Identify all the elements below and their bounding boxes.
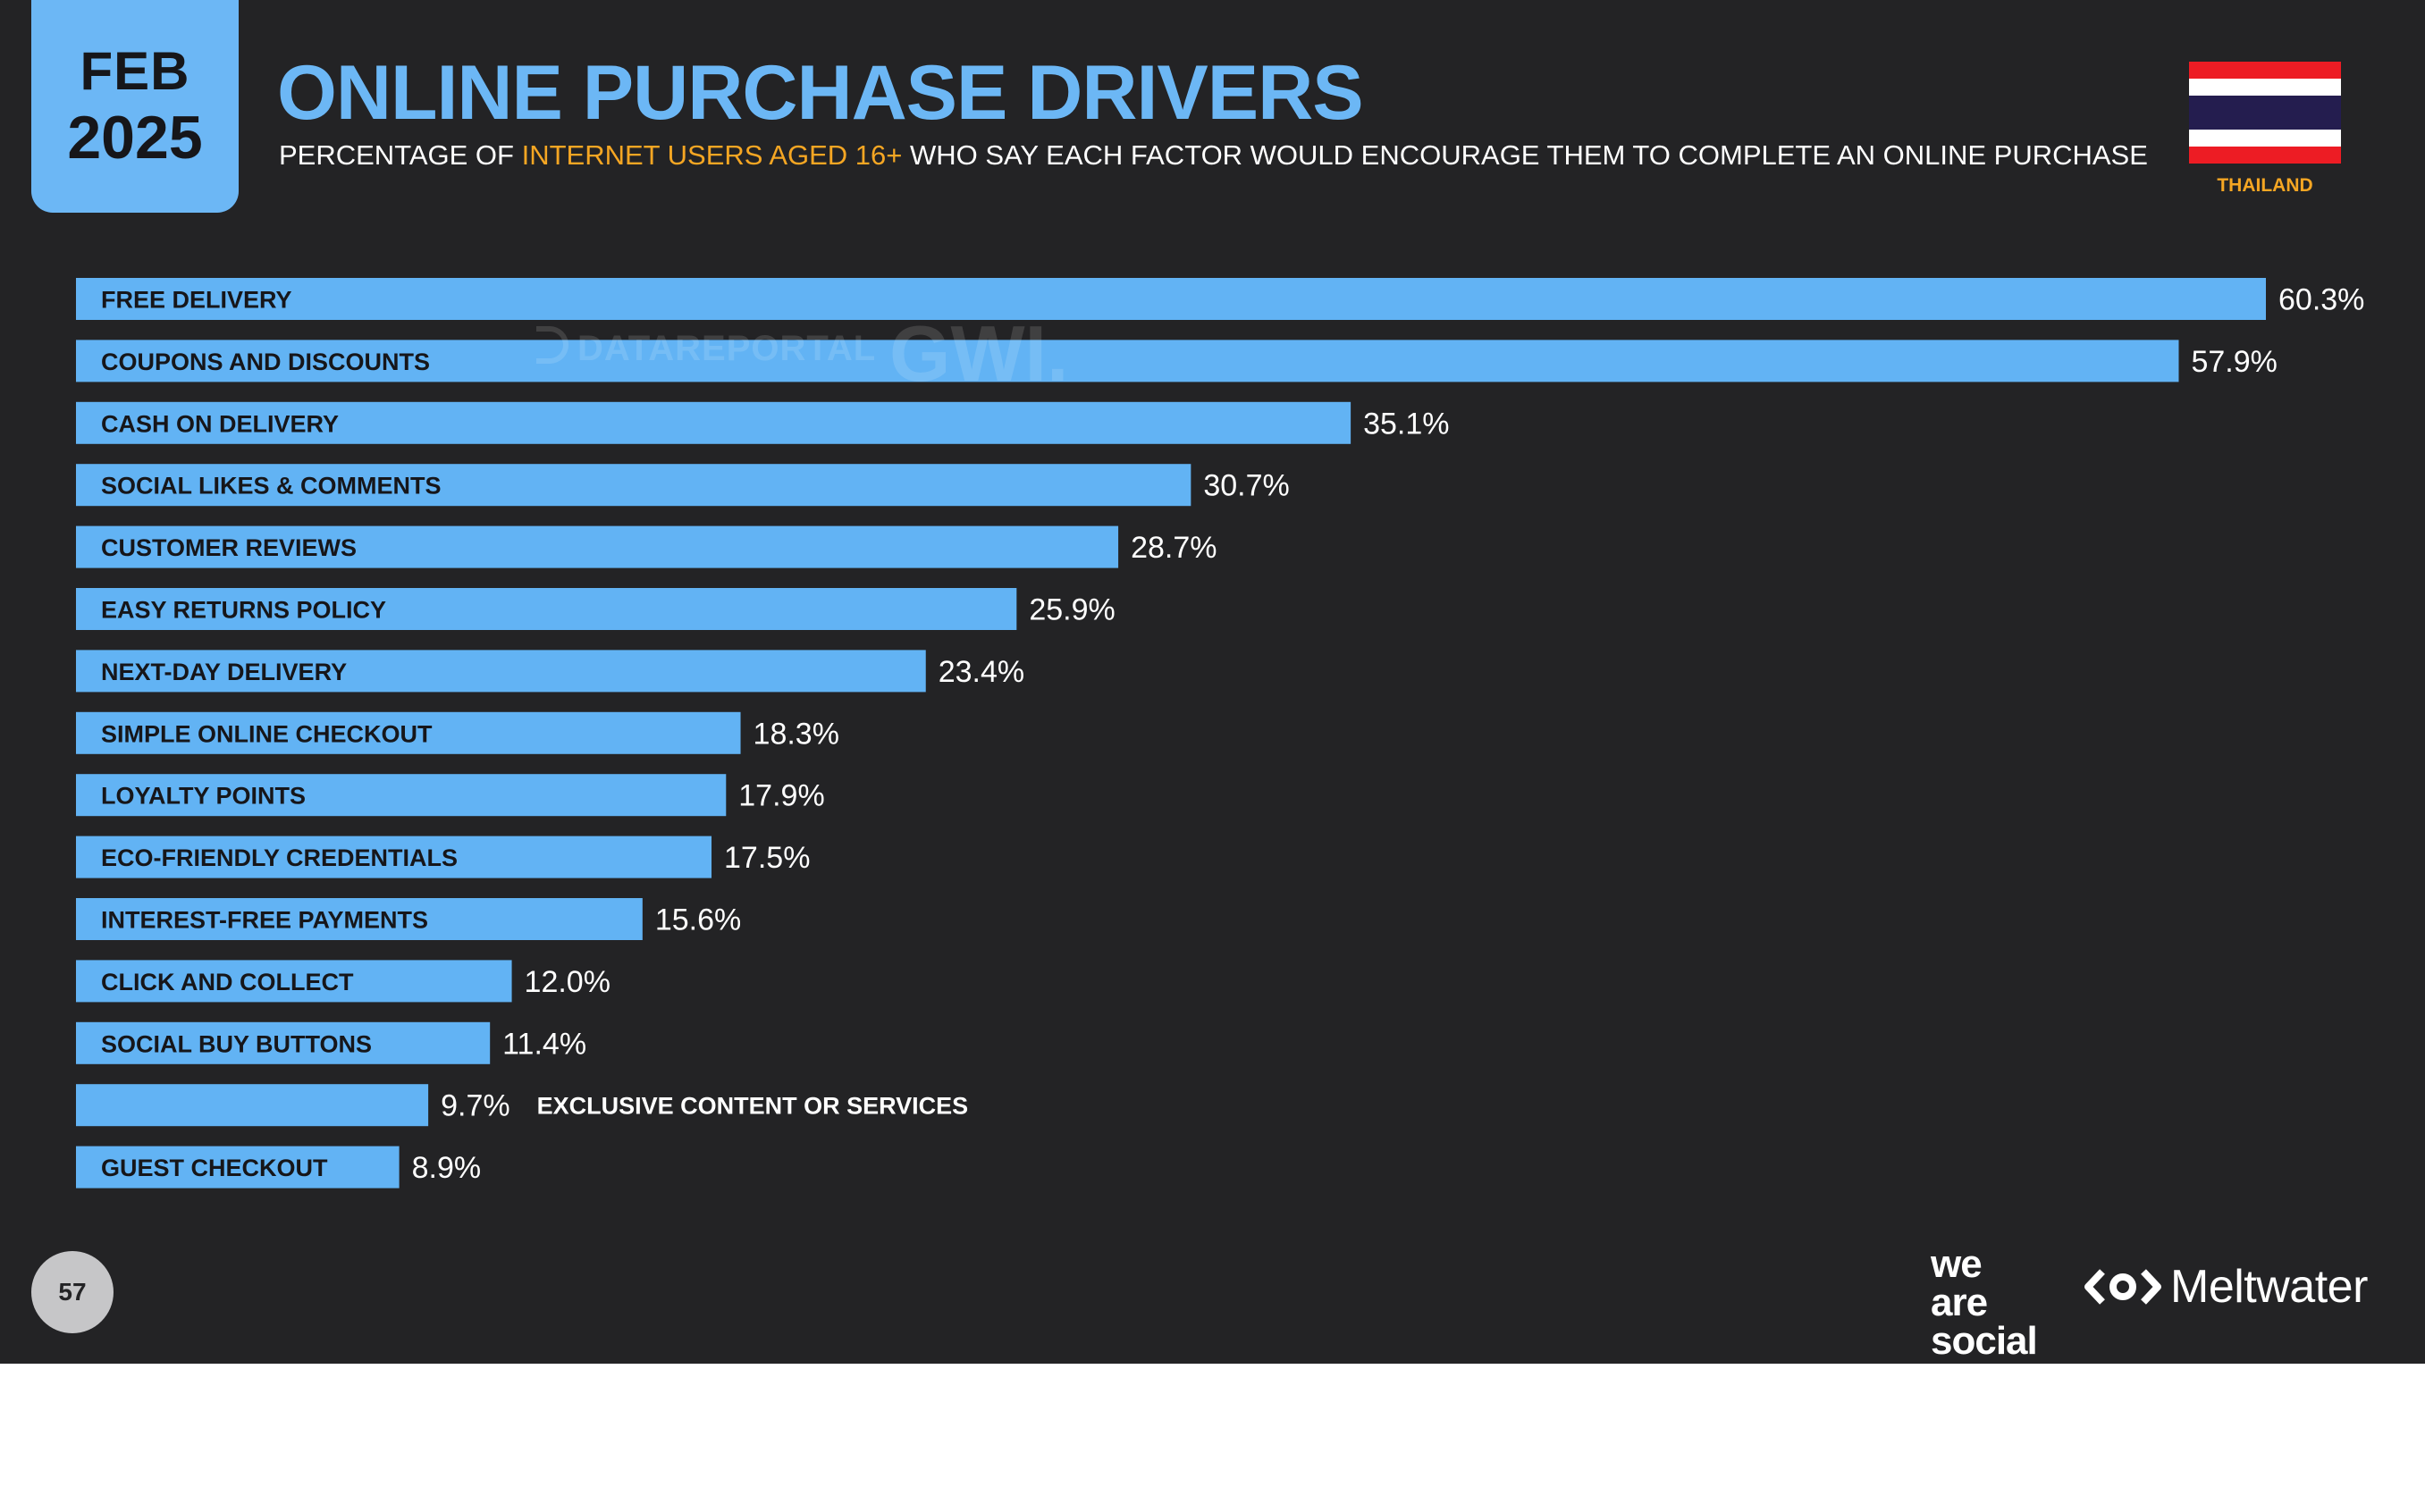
bar-chart: 60.3% FREE DELIVERY 57.9% COUPONS AND DISCO… bbox=[76, 278, 2364, 1189]
category-label-coupons-and-discounts: COUPONS AND DISCOUNTS bbox=[101, 349, 430, 375]
category-label-interest-free-payments: INTEREST-FREE PAYMENTS bbox=[101, 907, 428, 934]
category-label-social-likes-comments: SOCIAL LIKES & COMMENTS bbox=[101, 473, 442, 500]
category-label-loyalty-points: LOYALTY POINTS bbox=[101, 783, 306, 810]
logo-line-2: are bbox=[1931, 1281, 1988, 1325]
category-label-eco-friendly-credentials: ECO-FRIENDLY CREDENTIALS bbox=[101, 844, 458, 871]
value-label-social-buy-buttons: 11.4% bbox=[502, 1027, 586, 1061]
meltwater-logo: Meltwater bbox=[2083, 1260, 2368, 1314]
value-label-loyalty-points: 17.9% bbox=[738, 779, 824, 813]
meltwater-text: Meltwater bbox=[2170, 1261, 2368, 1313]
value-label-click-and-collect: 12.0% bbox=[525, 965, 610, 999]
country-label: THAILAND bbox=[2217, 175, 2313, 196]
slide: FEB 2025 ONLINE PURCHASE DRIVERS PERCENT… bbox=[0, 0, 2425, 1364]
category-label-cash-on-delivery: CASH ON DELIVERY bbox=[101, 410, 339, 437]
date-year: 2025 bbox=[67, 104, 203, 172]
bar-social-buy-buttons bbox=[76, 1021, 491, 1064]
category-label-free-delivery: FREE DELIVERY bbox=[101, 287, 292, 314]
bar-interest-free-payments bbox=[76, 898, 643, 940]
page-subtitle: PERCENTAGE OF INTERNET USERS AGED 16+ WH… bbox=[279, 139, 2148, 172]
bar-loyalty-points bbox=[76, 774, 727, 817]
datareportal-watermark: DATAREPORTAL bbox=[536, 326, 876, 369]
category-label-customer-reviews: CUSTOMER REVIEWS bbox=[101, 534, 357, 561]
value-label-exclusive-content-or-services: 9.7% bbox=[441, 1089, 510, 1123]
value-label-simple-online-checkout: 18.3% bbox=[754, 717, 839, 751]
bar-next-day-delivery bbox=[76, 650, 926, 693]
bar-eco-friendly-credentials bbox=[76, 836, 712, 878]
value-label-eco-friendly-credentials: 17.5% bbox=[724, 841, 810, 875]
page-number: 57 bbox=[31, 1251, 114, 1333]
datareportal-text: DATAREPORTAL bbox=[577, 329, 877, 368]
category-label-social-buy-buttons: SOCIAL BUY BUTTONS bbox=[101, 1030, 372, 1057]
value-label-cash-on-delivery: 35.1% bbox=[1363, 407, 1449, 441]
value-label-coupons-and-discounts: 57.9% bbox=[2191, 345, 2277, 379]
category-label-simple-online-checkout: SIMPLE ONLINE CHECKOUT bbox=[101, 720, 433, 747]
subtitle-suffix: WHO SAY EACH FACTOR WOULD ENCOURAGE THEM… bbox=[902, 139, 2148, 171]
logo-line-1: we bbox=[1931, 1242, 1983, 1286]
value-label-customer-reviews: 28.7% bbox=[1131, 531, 1217, 565]
value-label-guest-checkout: 8.9% bbox=[412, 1151, 482, 1185]
value-label-interest-free-payments: 15.6% bbox=[655, 903, 741, 937]
value-label-free-delivery: 60.3% bbox=[2278, 283, 2364, 317]
bar-cash-on-delivery bbox=[76, 401, 1351, 444]
value-label-social-likes-comments: 30.7% bbox=[1203, 469, 1289, 503]
bar-coupons-and-discounts bbox=[76, 340, 2179, 382]
category-label-exclusive-content-or-services: EXCLUSIVE CONTENT OR SERVICES bbox=[537, 1093, 969, 1120]
bar-free-delivery bbox=[76, 278, 2266, 320]
category-label-guest-checkout: GUEST CHECKOUT bbox=[101, 1155, 328, 1181]
bar-click-and-collect bbox=[76, 960, 512, 1003]
bar-simple-online-checkout bbox=[76, 711, 741, 754]
subtitle-prefix: PERCENTAGE OF bbox=[279, 139, 522, 171]
bar-exclusive-content-or-services bbox=[76, 1084, 429, 1127]
category-label-next-day-delivery: NEXT-DAY DELIVERY bbox=[101, 659, 347, 685]
date-badge: FEB 2025 bbox=[31, 0, 239, 213]
bar-social-likes-comments bbox=[76, 464, 1191, 507]
bar-guest-checkout bbox=[76, 1146, 400, 1189]
bar-customer-reviews bbox=[76, 525, 1119, 568]
value-label-easy-returns-policy: 25.9% bbox=[1029, 593, 1115, 627]
thailand-flag-icon bbox=[2189, 62, 2341, 164]
flag-stripe-white-bottom bbox=[2189, 130, 2341, 147]
we-are-social-logo: we are social bbox=[1931, 1242, 2038, 1364]
logo-line-3: social bbox=[1931, 1319, 2038, 1364]
bar-easy-returns-policy bbox=[76, 588, 1017, 630]
value-label-next-day-delivery: 23.4% bbox=[939, 655, 1024, 689]
category-label-easy-returns-policy: EASY RETURNS POLICY bbox=[101, 597, 386, 624]
page-title: ONLINE PURCHASE DRIVERS bbox=[277, 50, 1364, 136]
flag-stripe-white-top bbox=[2189, 79, 2341, 96]
flag-stripe-red-top bbox=[2189, 62, 2341, 79]
flag-stripe-red-bottom bbox=[2189, 147, 2341, 164]
datareportal-icon bbox=[536, 326, 568, 364]
date-month: FEB bbox=[80, 41, 190, 101]
gwi-watermark: GWI. bbox=[889, 309, 1069, 398]
category-label-click-and-collect: CLICK AND COLLECT bbox=[101, 969, 354, 995]
meltwater-icon bbox=[2084, 1269, 2161, 1305]
flag-stripe-blue bbox=[2189, 96, 2341, 130]
subtitle-highlight: INTERNET USERS AGED 16+ bbox=[521, 139, 903, 171]
